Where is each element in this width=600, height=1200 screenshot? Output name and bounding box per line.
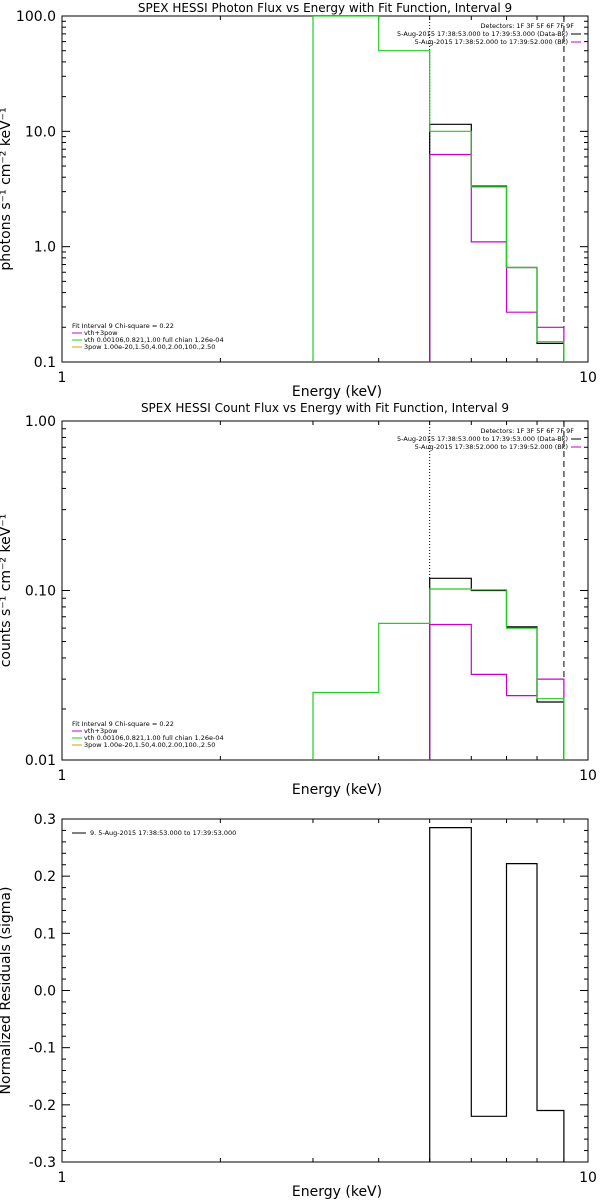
y-tick-label: 0.01: [25, 753, 56, 769]
plot-frame: [61, 15, 589, 363]
x-tick-label: 10: [579, 768, 597, 784]
legend-detectors: Detectors: 1F 3F 5F 6F 7F 9F: [480, 427, 574, 435]
series-group: [429, 827, 565, 1162]
y-tick-label: 1.0: [34, 240, 56, 256]
x-tick-label: 1: [58, 768, 67, 784]
legend-entry-label: 5-Aug-2015 17:38:52.000 to 17:39:52.000 …: [415, 443, 568, 451]
legend-detectors: Detectors: 1F 3F 5F 6F 7F 9F: [480, 22, 574, 30]
legend-entry-label: 9. 5-Aug-2015 17:38:53.000 to 17:39:53.0…: [90, 829, 236, 837]
legend-entry-label: vth 0.00106,0.821,1.00 full chian 1.26e-…: [84, 734, 224, 742]
series-1-histogram: [429, 827, 565, 1162]
y-axis-label: counts s⁻¹ cm⁻² keV⁻¹: [0, 514, 14, 668]
plot-frame: [61, 818, 589, 1163]
legend-entry-label: 5-Aug-2015 17:38:52.000 to 17:39:52.000 …: [415, 38, 568, 46]
series-1-histogram: [429, 123, 565, 362]
series-2-histogram: [429, 153, 565, 362]
y-tick-label: 10.0: [25, 124, 56, 140]
y-tick-label: -0.1: [29, 1041, 56, 1057]
x-axis-label: Energy (keV): [292, 384, 382, 400]
series-group: [312, 16, 565, 362]
y-tick-label: 0.2: [34, 869, 56, 885]
x-axis-label: Energy (keV): [292, 1184, 382, 1200]
x-tick-label: 10: [579, 370, 597, 386]
y-tick-label: -0.3: [29, 1155, 56, 1171]
series-1-histogram: [429, 577, 565, 760]
x-axis-label: Energy (keV): [292, 782, 382, 798]
legend-entry-label: 5-Aug-2015 17:38:53.000 to 17:39:53.000 …: [397, 30, 568, 38]
legend-entry-label: 3pow 1.00e-20,1.50,4.00,2.00,100.,2.50: [84, 343, 215, 351]
legend-entry-label: vth 0.00106,0.821,1.00 full chian 1.26e-…: [84, 336, 224, 344]
y-tick-label: 0.1: [34, 926, 56, 942]
x-tick-label: 1: [58, 1170, 67, 1186]
series-2-histogram: [429, 623, 565, 760]
y-tick-label: 0.1: [34, 355, 56, 371]
legend-entry-label: vth+3pow: [84, 727, 118, 735]
y-tick-label: 1.00: [25, 414, 56, 430]
legend-entry-label: 3pow 1.00e-20,1.50,4.00,2.00,100.,2.50: [84, 741, 215, 749]
chart-title: SPEX HESSI Count Flux vs Energy with Fit…: [141, 401, 509, 415]
y-tick-label: 0.10: [25, 584, 56, 600]
y-axis-label: photons s⁻¹ cm⁻² keV⁻¹: [0, 107, 14, 270]
y-tick-label: 0.0: [34, 984, 56, 1000]
chart-panel-2: SPEX HESSI Count Flux vs Energy with Fit…: [0, 401, 597, 798]
legend-entry-label: 5-Aug-2015 17:38:53.000 to 17:39:53.000 …: [397, 435, 568, 443]
x-tick-label: 1: [58, 370, 67, 386]
plot-frame: [61, 420, 589, 761]
y-tick-label: 0.3: [34, 812, 56, 828]
y-tick-label: -0.2: [29, 1098, 56, 1114]
series-3-histogram: [312, 588, 565, 760]
chart-panel-1: SPEX HESSI Photon Flux vs Energy with Fi…: [0, 1, 597, 400]
legend-fit-header: Fit Interval 9 Chi-square = 0.22: [72, 720, 174, 728]
chart-title: SPEX HESSI Photon Flux vs Energy with Fi…: [138, 1, 512, 15]
legend-entry-label: vth+3pow: [84, 329, 118, 337]
legend-fit-header: Fit Interval 9 Chi-square = 0.22: [72, 322, 174, 330]
x-tick-label: 10: [579, 1170, 597, 1186]
series-group: [312, 577, 565, 760]
chart-panel-3: 1 10 Energy (keV) -0.3 -0.2 -0.1 0.0 0.1 0.2 0.3 N…: [0, 812, 597, 1200]
y-tick-label: 100.0: [16, 9, 56, 25]
y-axis-label: Normalized Residuals (sigma): [0, 887, 14, 1095]
series-3-histogram: [312, 16, 565, 362]
